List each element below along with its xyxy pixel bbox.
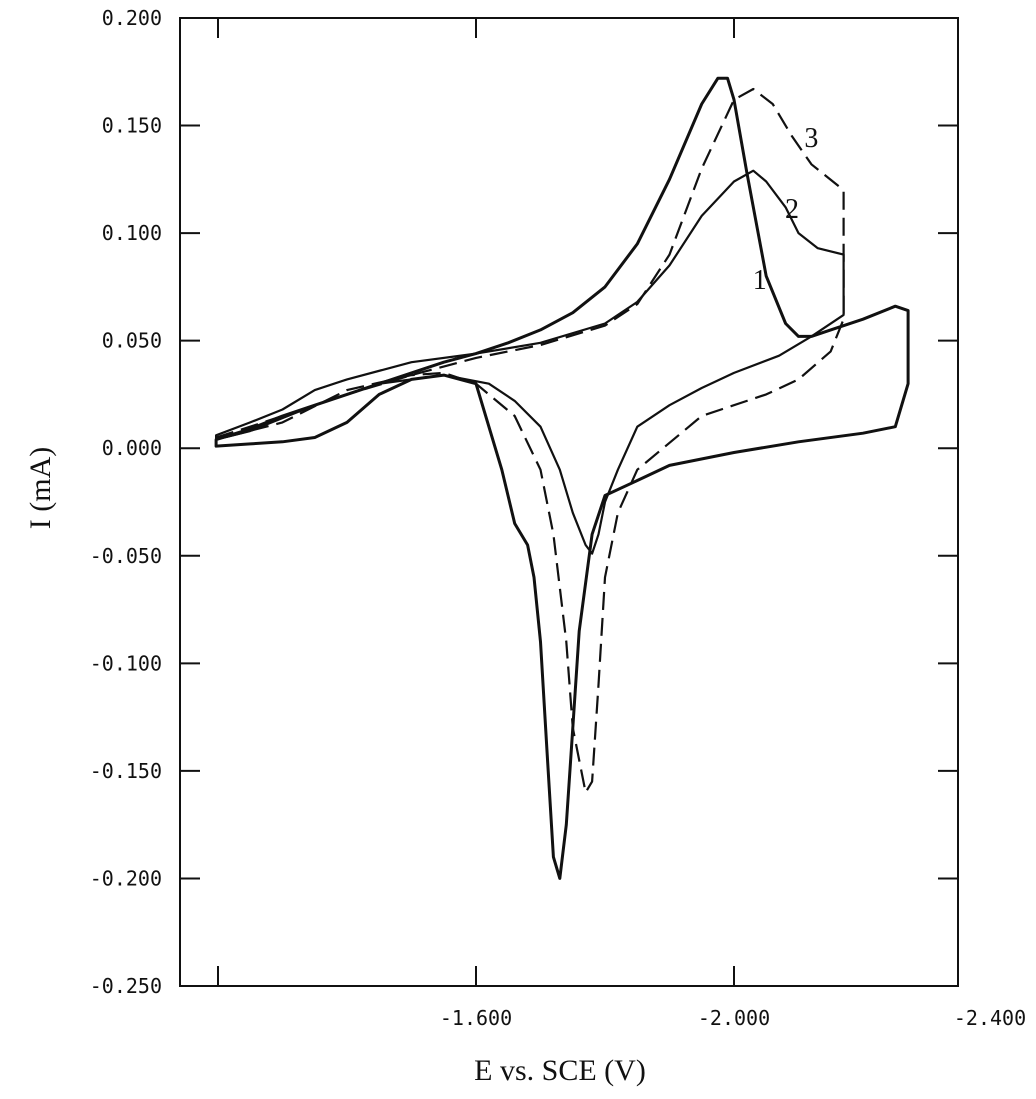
y-tick-label: -0.100	[90, 651, 162, 675]
curve-label-2: 2	[785, 194, 799, 225]
y-tick-label: 0.150	[102, 114, 162, 138]
y-tick-label: -0.200	[90, 866, 162, 890]
y-tick-label: -0.050	[90, 544, 162, 568]
x-tick-label: -2.400	[954, 1006, 1026, 1030]
x-tick-label: -2.000	[698, 1006, 770, 1030]
x-axis-title: E vs. SCE (V)	[474, 1054, 646, 1087]
y-tick-label: -0.250	[90, 974, 162, 998]
y-tick-label: 0.050	[102, 329, 162, 353]
curve-labels: 1 2 3	[753, 123, 819, 296]
series-3-line	[215, 87, 845, 794]
y-tick-label: 0.000	[102, 436, 162, 460]
y-axis-ticks: 0.200 0.150 0.100 0.050 0.000 -0.050 -0.100 -0.…	[90, 6, 958, 998]
x-tick-label: -1.600	[440, 1006, 512, 1030]
y-tick-label: -0.150	[90, 759, 162, 783]
y-tick-label: 0.100	[102, 221, 162, 245]
curve-label-3: 3	[804, 123, 818, 154]
y-axis-title: I (mA)	[24, 447, 57, 529]
y-tick-label: 0.200	[102, 6, 162, 30]
plot-frame	[179, 17, 959, 987]
series-2-line	[215, 169, 845, 555]
series-group	[214, 76, 910, 880]
curve-label-1: 1	[753, 265, 767, 296]
series-1-line	[214, 76, 910, 880]
x-axis-ticks: -1.600 -2.000 -2.400	[217, 18, 1026, 1030]
